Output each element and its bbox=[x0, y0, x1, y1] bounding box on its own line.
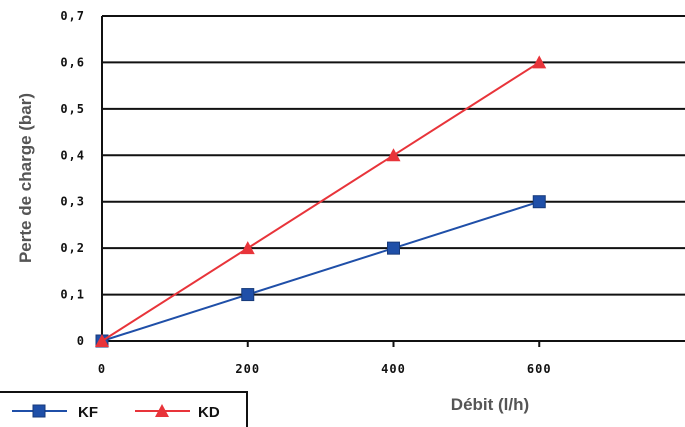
legend-marker bbox=[32, 404, 46, 418]
y-tick-labels: 0 0,1 0,2 0,3 0,4 0,5 0,6 0,7 bbox=[60, 9, 85, 348]
x-tick-label: 200 bbox=[235, 362, 260, 376]
y-tick-label: 0,5 bbox=[60, 102, 85, 116]
series-kd bbox=[95, 55, 547, 347]
data-point-kf bbox=[532, 195, 546, 209]
x-tick-label: 600 bbox=[527, 362, 552, 376]
y-tick-label: 0,7 bbox=[60, 9, 85, 23]
series-kf bbox=[95, 195, 546, 348]
y-tick-label: 0,2 bbox=[60, 241, 85, 255]
legend-label: KF bbox=[78, 404, 98, 421]
axes bbox=[96, 16, 685, 347]
legend-marker bbox=[155, 404, 169, 417]
y-tick-label: 0,4 bbox=[60, 148, 85, 162]
y-axis-title: Perte de charge (bar) bbox=[16, 93, 35, 263]
data-series bbox=[95, 55, 547, 348]
y-tick-label: 0,6 bbox=[60, 55, 85, 69]
legend-item-kd: KD bbox=[135, 404, 220, 421]
series-line-kd bbox=[101, 61, 540, 342]
legend: KF KD bbox=[0, 391, 248, 427]
y-tick-label: 0,3 bbox=[60, 195, 85, 209]
series-line-kf bbox=[101, 200, 540, 342]
data-point-kd bbox=[95, 334, 109, 347]
y-tick-label: 0 bbox=[77, 334, 85, 348]
data-point-kd bbox=[532, 55, 547, 69]
x-tick-labels: 0 200 400 600 bbox=[98, 362, 552, 376]
legend-label: KD bbox=[198, 404, 220, 421]
data-point-kd bbox=[386, 148, 401, 162]
data-point-kf bbox=[241, 288, 255, 302]
legend-item-kf: KF bbox=[12, 404, 98, 421]
gridlines bbox=[102, 15, 685, 296]
y-tick-label: 0,1 bbox=[60, 288, 85, 302]
x-axis-title: Débit (l/h) bbox=[451, 395, 529, 414]
data-point-kf bbox=[387, 241, 400, 255]
x-tick-label: 400 bbox=[381, 362, 406, 376]
data-point-kd bbox=[240, 241, 255, 255]
x-tick-label: 0 bbox=[98, 362, 106, 376]
